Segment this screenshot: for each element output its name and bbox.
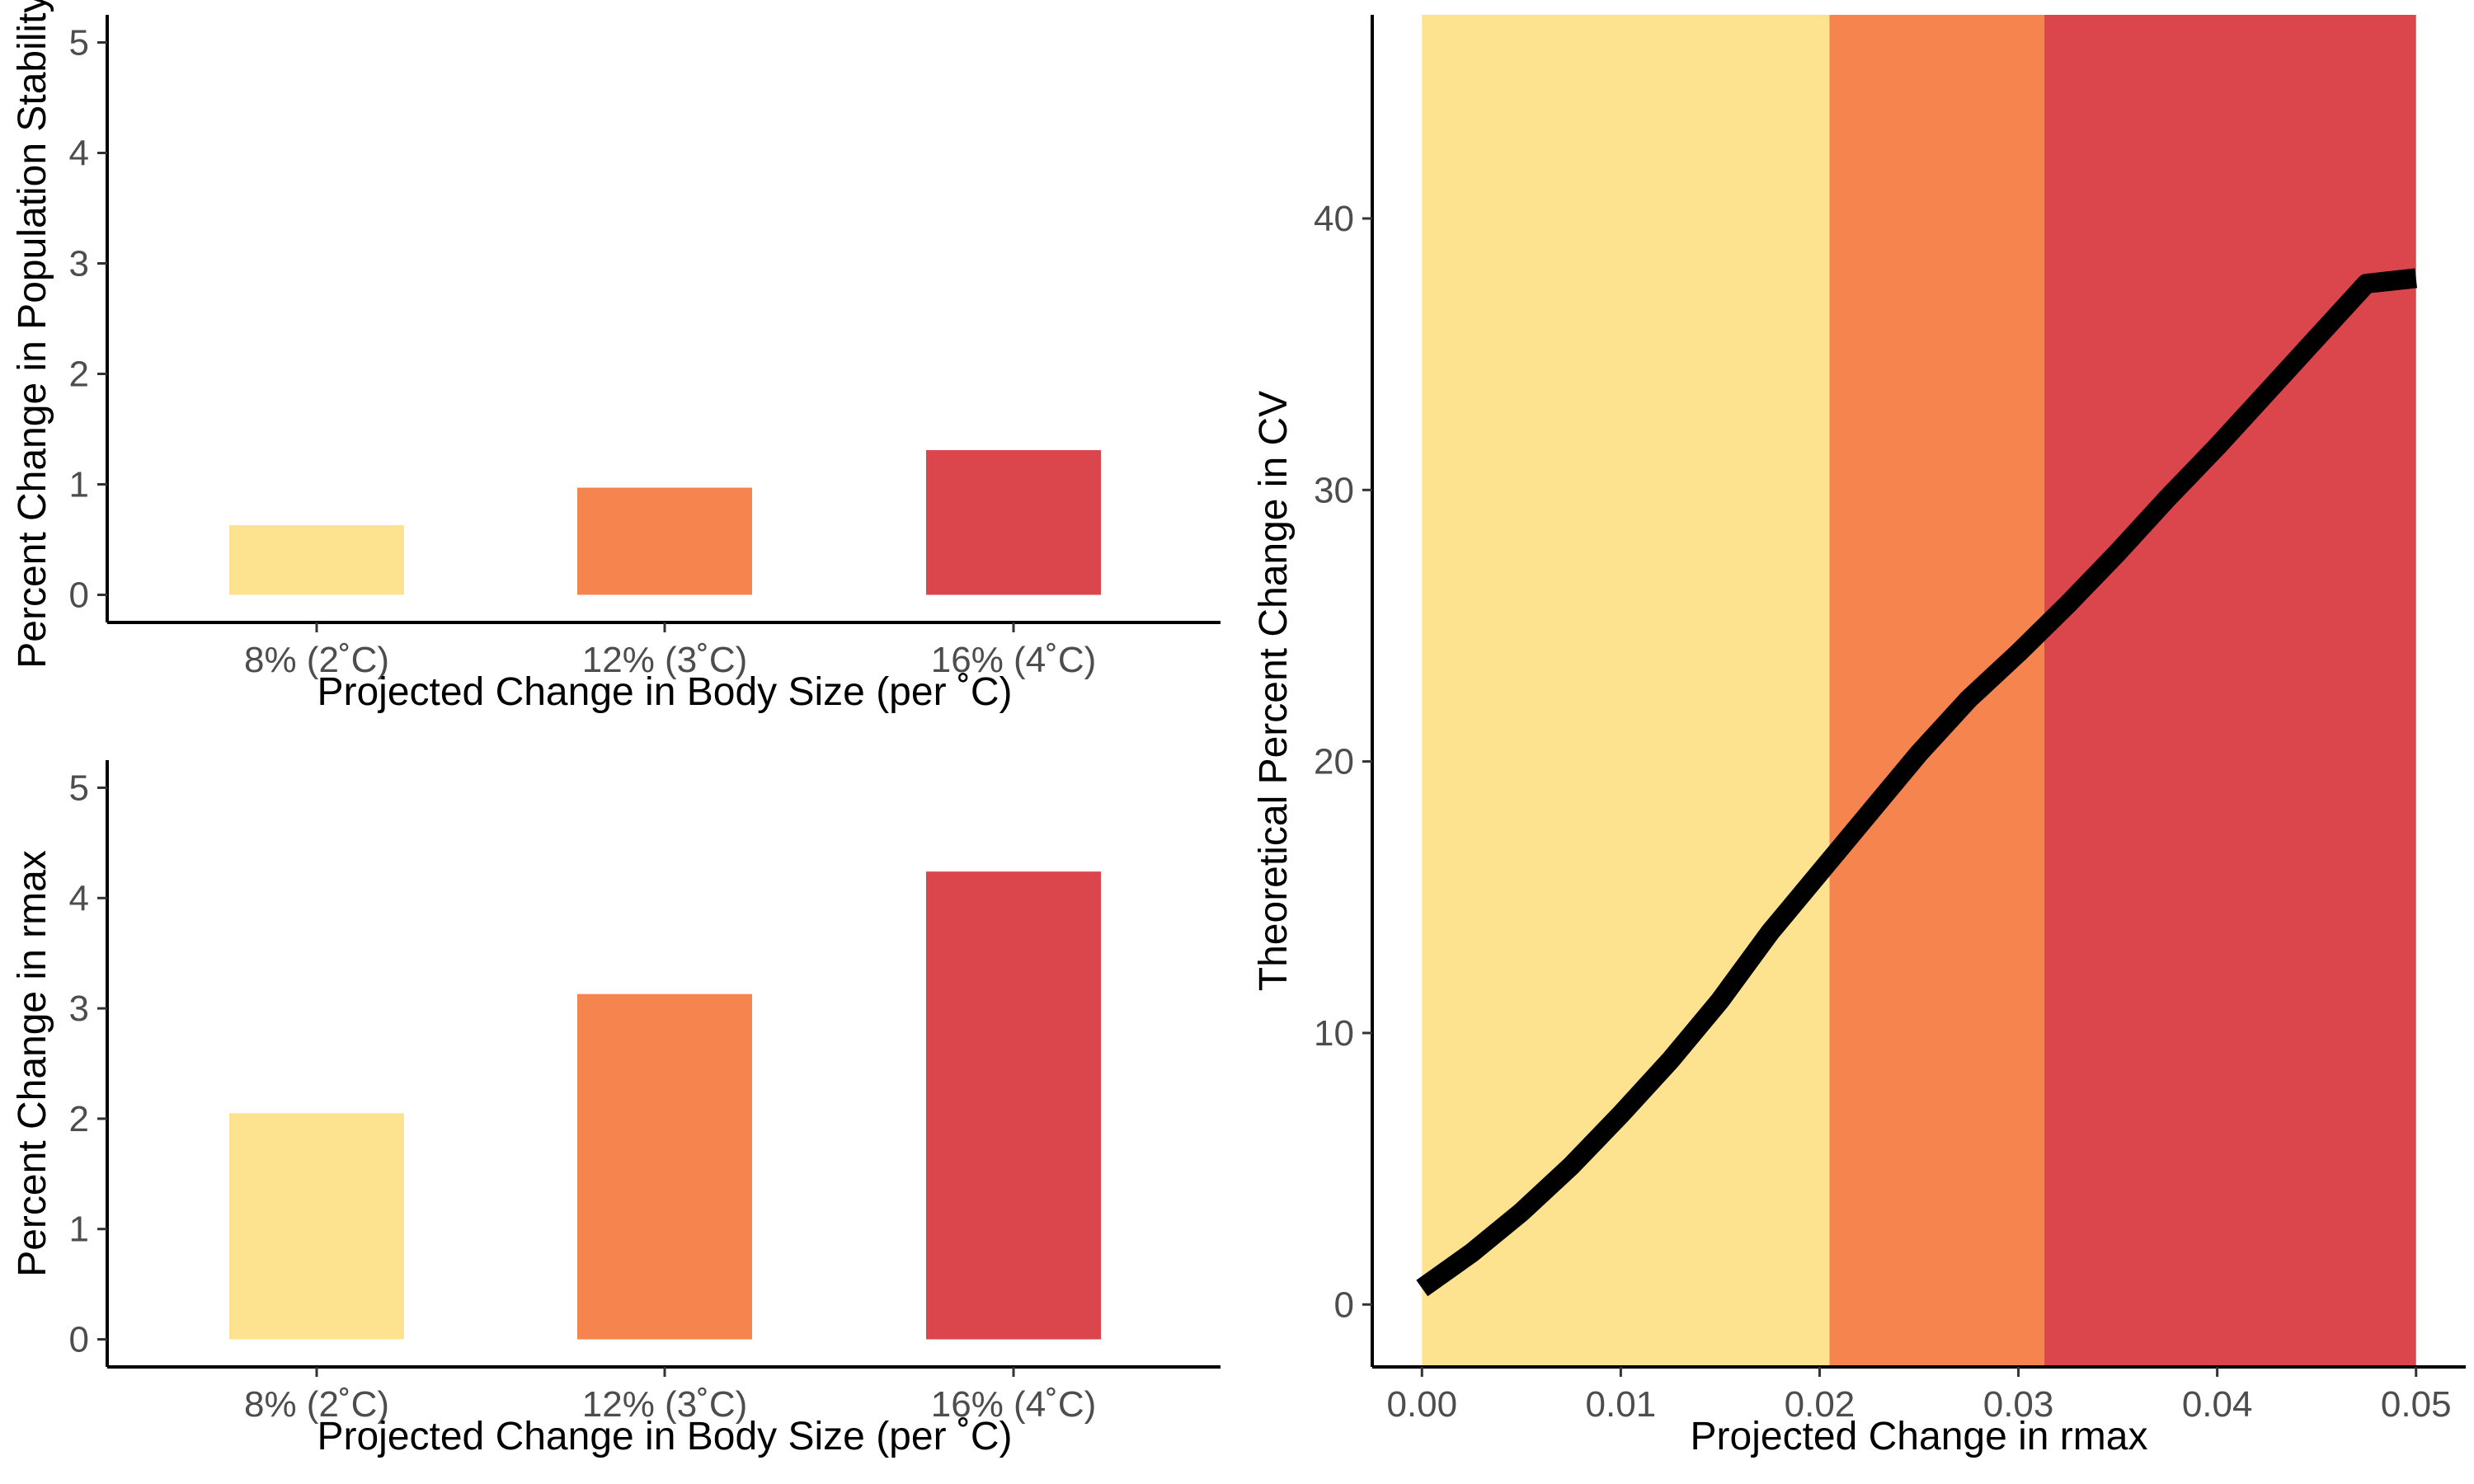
right-x-tick-label: 0.02 [1785, 1384, 1856, 1425]
bottom-left-x-tick-label: 12% (3˚C) [582, 1384, 748, 1425]
top-left-y-axis-title: Percent Change in Population Stability ( [11, 0, 54, 669]
bottom-left-bar [577, 993, 752, 1340]
right-x-tick-label: 0.00 [1386, 1384, 1457, 1425]
bottom-left-y-tick-label: 5 [69, 768, 89, 808]
top-left-bar [229, 525, 404, 595]
top-left-x-tick-label: 16% (4˚C) [931, 640, 1097, 680]
right-y-tick-label: 10 [1314, 1013, 1354, 1054]
right-series-line [1416, 268, 2418, 1297]
top-left-bar [577, 487, 752, 595]
top-left-x-tick-label: 8% (2˚C) [244, 640, 389, 680]
top-left-bar [926, 449, 1101, 595]
top-left-y-tick-label: 0 [69, 575, 89, 616]
bottom-left-y-tick-label: 2 [69, 1099, 89, 1139]
right-y-tick-label: 20 [1314, 742, 1354, 782]
bottom-left-bar [229, 1113, 404, 1340]
right-y-tick-label: 40 [1314, 199, 1354, 239]
right-x-tick-label: 0.05 [2381, 1384, 2452, 1425]
right-band [1422, 15, 1830, 1367]
right-x-axis-title: Projected Change in rmax [1691, 1415, 2148, 1458]
bottom-left-y-axis-title: Percent Change in rmax [11, 850, 54, 1277]
top-left-x-axis-title: Projected Change in Body Size (per ˚C) [317, 670, 1012, 714]
top-left-y-tick-label: 4 [69, 134, 89, 174]
right-band [1829, 15, 2044, 1367]
top-left-y-tick-label: 1 [69, 465, 89, 505]
right-x-tick-label: 0.04 [2182, 1384, 2253, 1425]
top-left-y-tick-label: 2 [69, 355, 89, 395]
bottom-left-y-tick-label: 3 [69, 989, 89, 1029]
bottom-left-x-axis-title: Projected Change in Body Size (per ˚C) [317, 1415, 1012, 1458]
bottom-left-y-tick-label: 0 [69, 1320, 89, 1360]
bottom-left-y-tick-label: 4 [69, 878, 89, 918]
right-x-tick-label: 0.03 [1983, 1384, 2054, 1425]
bottom-left-x-tick-label: 8% (2˚C) [244, 1384, 389, 1425]
right-y-axis-title: Theoretical Percent Change in CV [1252, 391, 1296, 991]
top-left-y-tick-label: 5 [69, 23, 89, 63]
bottom-left-y-tick-label: 1 [69, 1209, 89, 1250]
right-y-tick-label: 30 [1314, 470, 1354, 510]
right-band [2044, 15, 2416, 1367]
bottom-left-bar [926, 871, 1101, 1340]
right-x-tick-label: 0.01 [1586, 1384, 1657, 1425]
top-left-y-tick-label: 3 [69, 244, 89, 284]
bottom-left-x-tick-label: 16% (4˚C) [931, 1384, 1097, 1425]
right-y-tick-label: 0 [1334, 1284, 1354, 1325]
top-left-x-tick-label: 12% (3˚C) [582, 640, 748, 680]
